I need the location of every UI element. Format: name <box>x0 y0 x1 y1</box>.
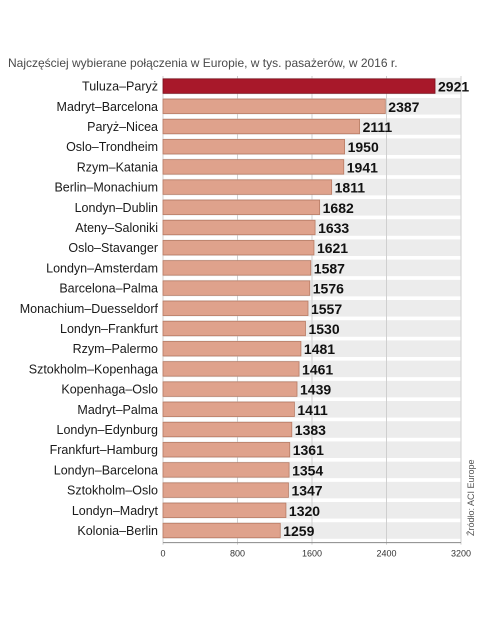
bar <box>162 139 345 155</box>
category-label: Rzym–Palermo <box>73 342 158 356</box>
bar <box>162 320 306 337</box>
value-label: 1461 <box>302 361 333 377</box>
bar <box>162 421 293 438</box>
bar <box>162 381 298 397</box>
category-label: Tuluza–Paryż <box>82 80 158 94</box>
category-label: Londyn–Madryt <box>72 504 159 518</box>
category-label: Frankfurt–Hamburg <box>50 443 158 457</box>
x-tick-label: 1600 <box>302 549 322 559</box>
value-label: 1481 <box>304 341 335 357</box>
x-tick-label: 3200 <box>451 549 471 559</box>
chart-subtitle: Najczęściej wybierane połączenia w Europ… <box>8 56 398 70</box>
category-label: Kopenhaga–Oslo <box>61 383 158 397</box>
category-label: Londyn–Amsterdam <box>46 261 158 275</box>
value-label: 1383 <box>295 422 326 438</box>
source-note: Źródło: ACI Europe <box>466 459 476 536</box>
value-label: 1950 <box>348 139 379 155</box>
value-label: 1439 <box>300 382 331 398</box>
category-label: Londyn–Dublin <box>75 201 158 215</box>
value-label: 1811 <box>335 180 366 196</box>
category-label: Paryż–Nicea <box>87 120 158 134</box>
value-label: 1259 <box>283 523 314 539</box>
bar <box>162 159 345 175</box>
bar <box>162 199 321 215</box>
category-label: Kolonia–Berlin <box>77 524 158 538</box>
value-label: 1361 <box>293 442 324 458</box>
value-label: 2111 <box>363 119 393 135</box>
bar <box>162 240 315 256</box>
value-label: 2921 <box>438 79 469 95</box>
bar <box>162 98 386 114</box>
category-label: Sztokholm–Oslo <box>67 484 158 498</box>
bar <box>162 361 300 377</box>
bar <box>162 260 312 276</box>
value-label: 1682 <box>323 200 354 216</box>
category-label: Oslo–Stavanger <box>68 241 158 255</box>
value-label: 1354 <box>292 462 323 478</box>
bar <box>162 78 436 94</box>
value-label: 1621 <box>317 240 348 256</box>
category-label: Barcelona–Palma <box>59 282 158 296</box>
category-label: Madryt–Barcelona <box>57 100 158 114</box>
bar <box>162 462 290 478</box>
category-label: Sztokholm–Kopenhaga <box>29 362 158 376</box>
bar <box>162 219 316 236</box>
category-label: Rzym–Katania <box>77 160 158 174</box>
value-label: 2387 <box>388 99 419 115</box>
value-label: 1587 <box>314 260 345 276</box>
value-label: 1557 <box>311 301 342 317</box>
bar <box>162 522 281 539</box>
bar <box>162 280 311 296</box>
category-label: Londyn–Frankfurt <box>60 322 159 336</box>
bar <box>162 442 291 458</box>
value-label: 1320 <box>289 503 320 519</box>
bar <box>162 118 360 135</box>
x-tick-label: 0 <box>160 549 165 559</box>
value-label: 1347 <box>291 483 322 499</box>
value-label: 1411 <box>297 402 328 418</box>
value-label: 1941 <box>347 159 378 175</box>
bar <box>162 179 333 195</box>
category-label: Madryt–Palma <box>77 403 158 417</box>
category-label: Oslo–Trondheim <box>66 140 158 154</box>
bar <box>162 482 289 498</box>
bar <box>162 401 295 417</box>
category-label: Monachium–Duesseldorf <box>20 302 159 316</box>
value-label: 1633 <box>318 220 349 236</box>
category-label: Londyn–Barcelona <box>54 463 158 477</box>
bar <box>162 341 302 357</box>
bar <box>162 300 309 316</box>
category-label: Berlin–Monachium <box>54 181 158 195</box>
category-label: Ateny–Saloniki <box>75 221 158 235</box>
value-label: 1576 <box>313 281 344 297</box>
category-label: Londyn–Edynburg <box>57 423 159 437</box>
bar <box>162 502 287 518</box>
x-tick-label: 2400 <box>376 549 396 559</box>
value-label: 1530 <box>308 321 339 337</box>
x-tick-label: 800 <box>230 549 245 559</box>
